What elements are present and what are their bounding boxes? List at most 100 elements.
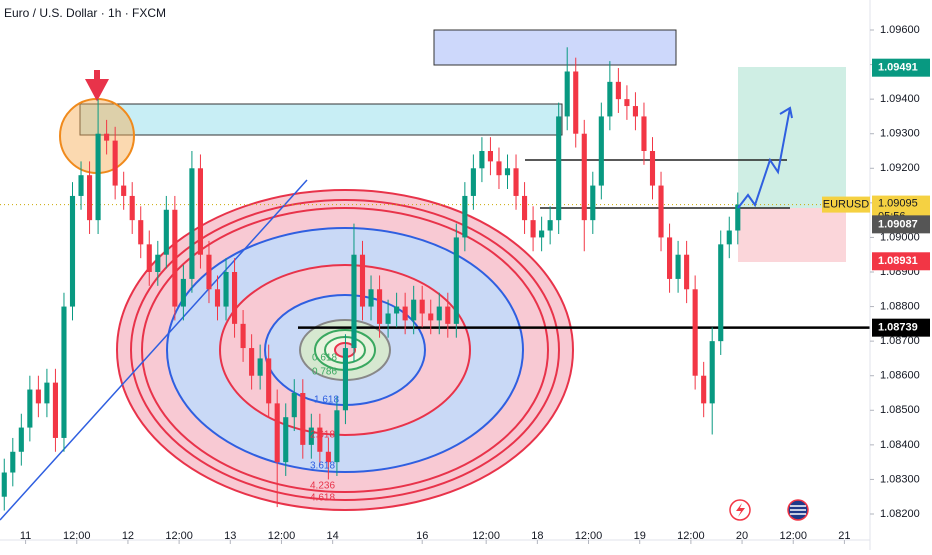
supply-zone <box>433 29 677 66</box>
x-tick-label: 18 <box>531 530 543 542</box>
target-zone <box>738 67 846 208</box>
candle-body <box>564 71 570 117</box>
fib-label: 2.618 <box>310 430 335 441</box>
candle-body <box>487 151 493 162</box>
candle-body <box>317 427 323 452</box>
candle-body <box>27 389 33 428</box>
price-tag-label: 1.09095 <box>878 197 918 209</box>
candle-body <box>308 427 314 445</box>
candle-body <box>69 195 76 307</box>
candle-body <box>496 161 502 176</box>
x-tick-label: 12:00 <box>677 530 705 542</box>
projection-arrow <box>737 106 793 209</box>
candle-body <box>342 348 348 411</box>
price-tag-label: 1.09491 <box>878 62 918 74</box>
candle-body <box>249 348 255 376</box>
candle-body <box>232 272 238 324</box>
event-icon <box>736 503 745 517</box>
candle-body <box>675 254 681 279</box>
candle-body <box>35 389 41 404</box>
candle-body <box>624 99 630 107</box>
candle-body <box>513 168 519 196</box>
candle-body <box>1 472 7 497</box>
candle-body <box>104 133 110 141</box>
candle-body <box>257 358 263 376</box>
candle-body <box>274 403 280 463</box>
price-tag <box>872 252 930 271</box>
candle-body <box>394 306 400 314</box>
y-tick-label: 1.08400 <box>880 439 920 451</box>
y-tick-label: 1.09600 <box>880 24 920 36</box>
candle-body <box>87 175 93 221</box>
fib-label: 4.618 <box>310 493 335 504</box>
candle-body <box>667 237 673 279</box>
candle-body <box>402 306 408 321</box>
candle-body <box>470 168 476 196</box>
candle-body <box>359 254 366 307</box>
fib-label: 4.236 <box>310 481 335 492</box>
x-tick-label: 12:00 <box>779 530 807 542</box>
y-tick-label: 1.09200 <box>880 162 920 174</box>
candle-body <box>581 133 587 221</box>
candle-body <box>240 323 246 349</box>
candle-body <box>52 382 58 438</box>
candle-body <box>172 209 178 307</box>
candle-body <box>351 254 357 349</box>
y-tick-label: 1.08300 <box>880 473 920 485</box>
candle-body <box>223 272 229 307</box>
candle-body <box>607 81 613 117</box>
x-tick-label: 14 <box>327 530 339 542</box>
flag-icon <box>790 505 806 515</box>
x-tick-label: 21 <box>838 530 850 542</box>
x-tick-label: 12:00 <box>268 530 296 542</box>
x-tick-label: 19 <box>634 530 646 542</box>
symbol-tag-label: EURUSD <box>823 198 870 210</box>
candle-body <box>590 185 596 221</box>
x-tick-label: 13 <box>224 530 236 542</box>
y-tick-label: 1.08800 <box>880 300 920 312</box>
candle-body <box>504 168 511 176</box>
candle-body <box>95 133 101 221</box>
fib-label: 0.618 <box>312 353 337 364</box>
candles <box>1 47 741 511</box>
candle-body <box>436 306 442 321</box>
price-tag-label: 1.08739 <box>878 322 918 334</box>
candle-body <box>684 254 690 290</box>
fib-label: 1.618 <box>314 395 339 406</box>
x-tick-label: 11 <box>20 530 31 542</box>
candle-body <box>129 195 135 221</box>
x-tick-label: 12:00 <box>575 530 603 542</box>
candle-body <box>146 244 152 272</box>
candle-body <box>300 393 306 445</box>
candle-body <box>419 299 425 314</box>
candle-body <box>530 220 536 238</box>
candle-body <box>641 116 647 151</box>
candle-body <box>632 106 638 117</box>
candle-body <box>411 299 417 321</box>
candle-body <box>377 289 383 324</box>
candle-body <box>701 375 707 404</box>
drawings <box>0 29 870 521</box>
candle-body <box>283 417 289 463</box>
candle-body <box>573 71 579 134</box>
candle-body <box>266 358 272 404</box>
candle-body <box>735 204 741 231</box>
candle-body <box>206 254 212 290</box>
candle-body <box>334 410 340 463</box>
candle-body <box>44 382 50 404</box>
candle-body <box>445 306 451 324</box>
candle-body <box>112 140 118 186</box>
candle-body <box>325 451 331 463</box>
price-tag-label: 1.08931 <box>878 255 918 267</box>
candle-body <box>121 185 127 196</box>
candle-body <box>649 151 656 186</box>
x-tick-label: 12:00 <box>63 530 91 542</box>
x-tick-label: 12:00 <box>165 530 193 542</box>
candle-body <box>598 116 604 186</box>
x-tick-label: 16 <box>416 530 428 542</box>
candle-body <box>522 195 528 221</box>
candle-body <box>479 151 485 169</box>
candle-body <box>180 278 186 307</box>
candle-body <box>368 289 374 307</box>
price-tag <box>872 318 930 337</box>
